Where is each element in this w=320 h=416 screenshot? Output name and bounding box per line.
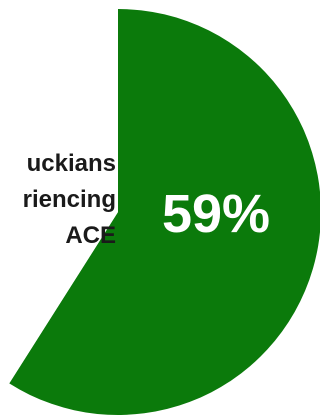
category-label-line-3: ACE <box>65 222 116 249</box>
category-label-line-2: riencing <box>22 186 116 213</box>
pie-slice-0 <box>9 9 320 415</box>
category-label-line-1: uckians <box>26 150 116 177</box>
pie-slice-1 <box>0 9 118 384</box>
pie-data-label-0: 59% <box>162 184 270 244</box>
